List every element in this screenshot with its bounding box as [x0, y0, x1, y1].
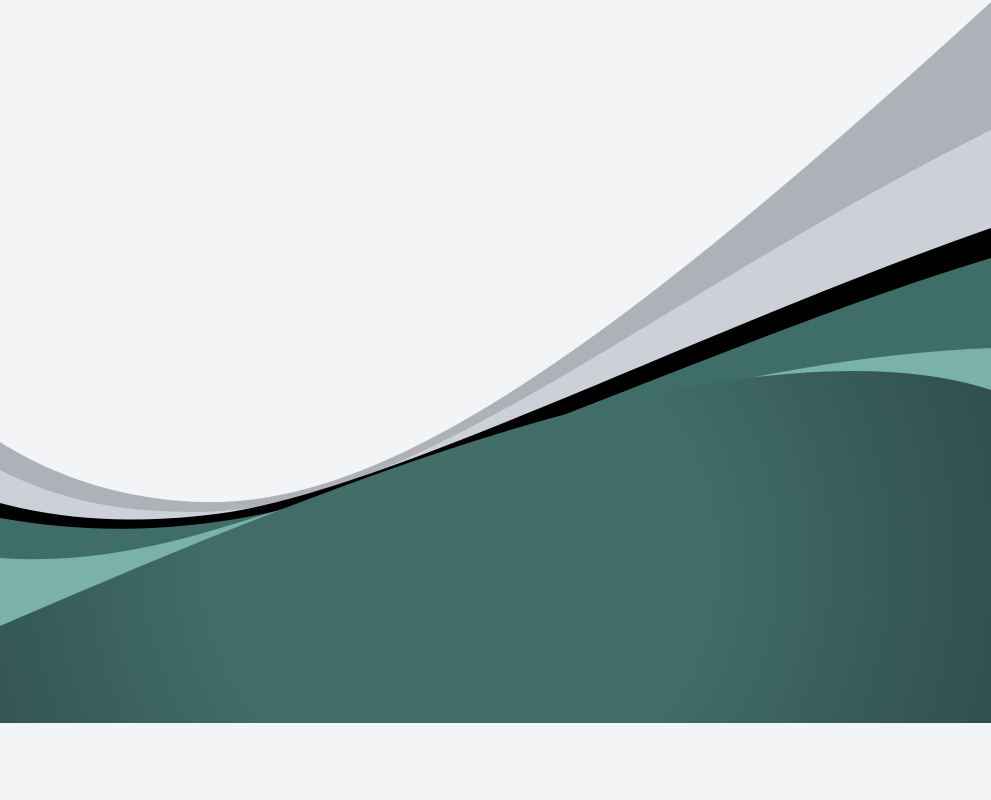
front-teal-band — [0, 371, 991, 723]
footer-strip — [0, 723, 991, 800]
